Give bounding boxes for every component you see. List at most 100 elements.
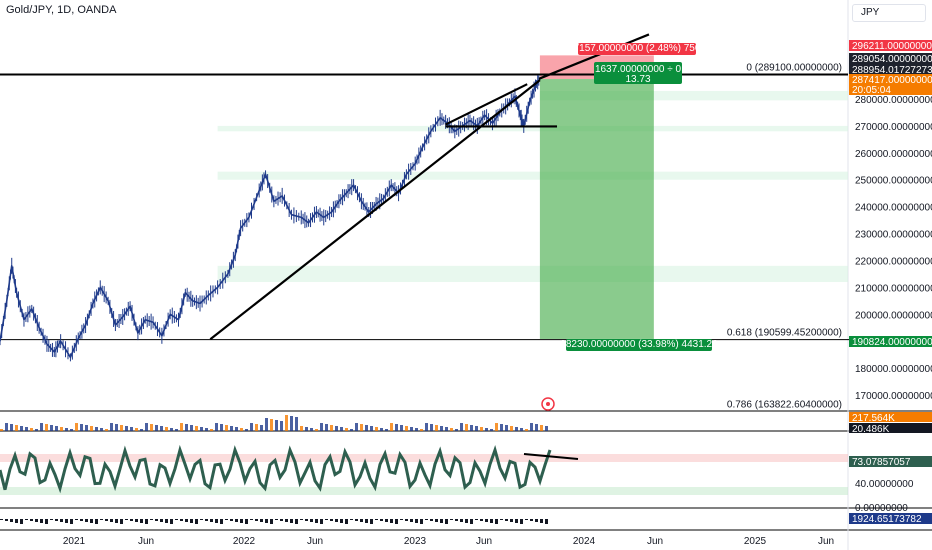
- oscillator-bar: [270, 519, 273, 524]
- volume-bar: [215, 423, 218, 431]
- volume-bar: [415, 428, 418, 431]
- volume-bar: [5, 423, 8, 431]
- oscillator-bar: [155, 519, 158, 521]
- oscillator-bar: [220, 519, 223, 524]
- y-tick-label: 230000.00000000: [855, 230, 932, 241]
- support-zone: [217, 125, 848, 132]
- price-tag-bg: [849, 84, 932, 95]
- volume-bar: [420, 429, 423, 431]
- oscillator-bar: [315, 519, 318, 523]
- oscillator-bar: [355, 519, 358, 521]
- oscillator-bar: [60, 519, 63, 522]
- volume-bar: [100, 428, 103, 431]
- volume-bar: [380, 428, 383, 431]
- volume-bar: [475, 426, 478, 431]
- y-tick-label: 250000.00000000: [855, 176, 932, 187]
- oscillator-bar: [290, 519, 293, 523]
- y-tick-label: 220000.00000000: [855, 256, 932, 267]
- volume-bar: [445, 427, 448, 431]
- volume-bar: [220, 424, 223, 431]
- target-label-bg: [566, 339, 712, 351]
- oscillator-bar: [45, 519, 48, 524]
- oscillator-bar: [145, 519, 148, 524]
- oscillator-bar: [170, 519, 173, 524]
- currency-button[interactable]: JPY: [852, 4, 926, 22]
- oscillator-bar: [30, 519, 33, 521]
- oscillator-bar: [385, 519, 388, 522]
- target-label: 98230.00000000 (33.98%) 4431.26: [560, 339, 718, 350]
- volume-bar: [375, 427, 378, 431]
- oscillator-bar: [475, 519, 478, 520]
- volume-bar: [225, 425, 228, 431]
- oscillator-bar: [105, 519, 108, 521]
- volume-bar: [395, 424, 398, 431]
- oscillator-bar: [95, 519, 98, 524]
- center-label-1: 1637.00000000 ÷ 0: [595, 64, 682, 75]
- oscillator-bar: [190, 519, 193, 523]
- volume-bar: [165, 427, 168, 431]
- trendline: [538, 33, 650, 80]
- center-label-2: 13.73: [625, 74, 650, 85]
- volume-bar: [470, 425, 473, 431]
- oscillator-bar: [35, 519, 38, 522]
- volume-bar: [370, 426, 373, 431]
- oscillator-bar: [195, 519, 198, 524]
- volume-bar: [40, 423, 43, 431]
- volume-bar: [15, 425, 18, 431]
- volume-bar: [335, 426, 338, 431]
- oscillator-bar: [405, 519, 408, 521]
- volume-bar: [490, 429, 493, 431]
- volume-bar: [350, 429, 353, 431]
- rsi-value-tag: 73.07857057: [852, 457, 911, 468]
- volume-bar: [175, 429, 178, 431]
- volume-bar: [195, 426, 198, 431]
- volume-bar: [310, 428, 313, 431]
- oscillator-bar: [110, 519, 113, 522]
- oscillator-tick-label: 0.00000000: [855, 503, 908, 514]
- volume-bar: [120, 425, 123, 431]
- volume-bar: [60, 427, 63, 431]
- volume-tag: 20.486K: [852, 424, 890, 435]
- volume-bar: [80, 424, 83, 431]
- oscillator-bar: [470, 519, 473, 524]
- oscillator-bar: [160, 519, 163, 522]
- oscillator-bar: [295, 519, 298, 524]
- support-zone: [217, 265, 848, 282]
- oscillator-bar: [360, 519, 363, 522]
- oscillator-bar: [75, 519, 78, 520]
- support-zone: [217, 171, 848, 180]
- volume-bar: [90, 426, 93, 431]
- volume-bar: [480, 427, 483, 431]
- oscillator-bar: [395, 519, 398, 524]
- oscillator-bar: [380, 519, 383, 521]
- oscillator-bar: [530, 519, 533, 521]
- oscillator-bar: [20, 519, 23, 524]
- oscillator-bar: [265, 519, 268, 523]
- volume-tag: 217.564K: [852, 413, 895, 424]
- volume-bar: [540, 425, 543, 431]
- volume-bar: [400, 425, 403, 431]
- oscillator-bar: [435, 519, 438, 522]
- oscillator-bar: [285, 519, 288, 522]
- fib-level-label: 0 (289100.00000000): [746, 63, 842, 74]
- oscillator-bar: [65, 519, 68, 523]
- volume-bar: [355, 423, 358, 431]
- y-tick-label: 210000.00000000: [855, 283, 932, 294]
- oscillator-bar: [135, 519, 138, 522]
- volume-bar: [545, 426, 548, 431]
- price-tag: 296211.00000000: [852, 41, 932, 52]
- oscillator-bar: [275, 519, 278, 520]
- price-tag-bg: [849, 64, 932, 75]
- volume-bar: [500, 424, 503, 431]
- oscillator-tag-bg: [849, 513, 932, 524]
- oscillator-bar: [440, 519, 443, 523]
- oscillator-bar: [370, 519, 373, 524]
- oscillator-bar: [280, 519, 283, 521]
- y-tick-label: 180000.00000000: [855, 364, 932, 375]
- trendline: [209, 79, 541, 341]
- volume-bar: [105, 429, 108, 431]
- oscillator-bar: [320, 519, 323, 524]
- volume-bar: [200, 427, 203, 431]
- price-tag: 20:05:04: [852, 85, 891, 96]
